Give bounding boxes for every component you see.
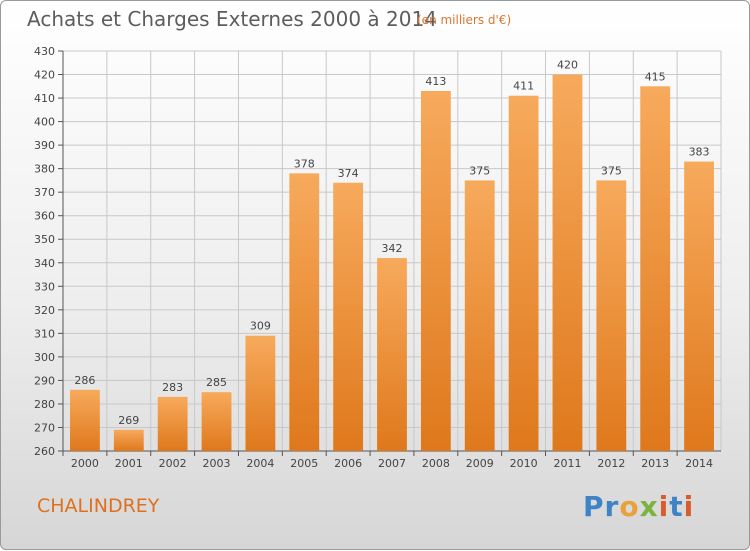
bar-2007: [377, 258, 407, 451]
bar-2006: [333, 182, 364, 451]
logo-letter: i: [683, 490, 695, 523]
y-tick-label: 400: [34, 116, 55, 129]
data-label: 375: [601, 164, 622, 177]
data-label: 283: [162, 381, 183, 394]
y-tick-label: 330: [34, 280, 55, 293]
x-tick-label: 2013: [641, 457, 669, 470]
bar-2000: [70, 389, 100, 451]
data-label: 415: [645, 70, 666, 83]
logo-letter: r: [604, 490, 620, 523]
x-tick-label: 2010: [510, 457, 538, 470]
bars: [70, 74, 714, 452]
y-tick-label: 430: [34, 45, 55, 58]
bar-2003: [201, 392, 232, 451]
y-tick-label: 340: [34, 257, 55, 270]
y-tick-label: 350: [34, 233, 55, 246]
data-label: 342: [382, 242, 403, 255]
bar-2009: [464, 180, 495, 452]
x-tick-label: 2005: [290, 457, 318, 470]
y-tick-label: 290: [34, 374, 55, 387]
logo-letter: x: [639, 490, 659, 523]
x-tick-label: 2003: [203, 457, 231, 470]
proxiti-logo[interactable]: Proxiti: [583, 490, 694, 523]
data-label: 375: [469, 164, 490, 177]
data-label: 383: [689, 146, 710, 159]
bar-2008: [420, 91, 451, 451]
data-label: 269: [118, 414, 139, 427]
bar-2004: [245, 335, 276, 451]
x-tick-label: 2000: [71, 457, 99, 470]
x-tick-label: 2014: [685, 457, 713, 470]
data-label: 413: [425, 75, 446, 88]
y-tick-label: 260: [34, 445, 55, 458]
bar-2011: [552, 74, 583, 451]
data-label: 286: [74, 374, 95, 387]
city-name: CHALINDREY: [37, 495, 160, 517]
y-tick-label: 370: [34, 186, 55, 199]
y-tick-label: 280: [34, 398, 55, 411]
logo-letter: i: [658, 490, 670, 523]
bar-2002: [157, 396, 188, 451]
logo-letter: P: [583, 490, 605, 523]
data-label: 374: [338, 167, 359, 180]
y-tick-label: 300: [34, 351, 55, 364]
y-tick-label: 360: [34, 210, 55, 223]
chart-title: Achats et Charges Externes 2000 à 2014: [27, 7, 437, 31]
data-label: 309: [250, 320, 271, 333]
bar-2010: [508, 95, 539, 452]
chart-subtitle: (en milliers d'€): [417, 13, 512, 27]
y-tick-label: 420: [34, 69, 55, 82]
bar-2005: [289, 173, 320, 451]
y-tick-label: 310: [34, 327, 55, 340]
y-tick-label: 380: [34, 163, 55, 176]
data-labels: 286 269 283 285 309 378 374 342 413 375 411 420 375 4…: [74, 59, 709, 427]
x-tick-label: 2012: [597, 457, 625, 470]
x-tick-label: 2004: [246, 457, 274, 470]
bar-2012: [596, 180, 627, 452]
axes: 260 270 280 290 300 310 320 330 340 350 360 370 380 3…: [34, 45, 721, 470]
x-tick-label: 2006: [334, 457, 362, 470]
logo-letter: t: [669, 490, 684, 523]
x-tick-label: 2009: [466, 457, 494, 470]
x-tick-label: 2002: [159, 457, 187, 470]
data-label: 285: [206, 376, 227, 389]
x-tick-label: 2011: [553, 457, 581, 470]
y-tick-label: 390: [34, 139, 55, 152]
y-tick-label: 270: [34, 421, 55, 434]
y-tick-label: 410: [34, 92, 55, 105]
bar-2001: [113, 429, 144, 451]
x-tick-label: 2008: [422, 457, 450, 470]
data-label: 420: [557, 59, 578, 72]
bar-2013: [640, 86, 671, 451]
data-label: 411: [513, 80, 534, 93]
x-tick-label: 2007: [378, 457, 406, 470]
y-tick-label: 320: [34, 304, 55, 317]
logo-letter: o: [619, 490, 640, 523]
data-label: 378: [294, 157, 315, 170]
bar-2014: [684, 161, 714, 451]
x-tick-label: 2001: [115, 457, 143, 470]
